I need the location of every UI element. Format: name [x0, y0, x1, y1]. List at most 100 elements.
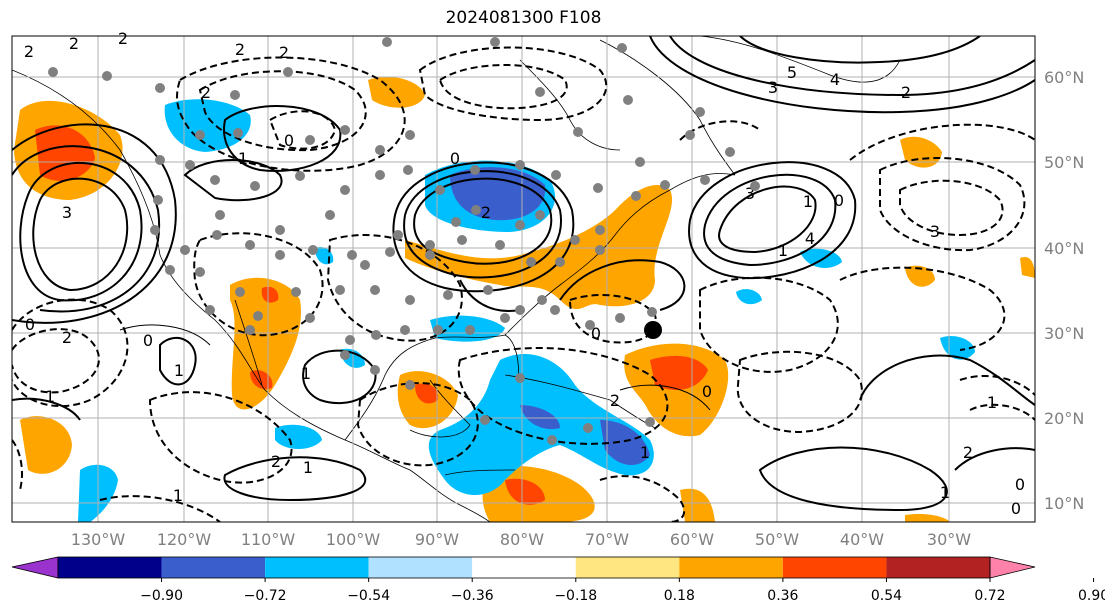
station-dot — [360, 260, 370, 270]
colorbar-tick-label: −0.72 — [244, 588, 287, 604]
contour-value-label: 0 — [1011, 499, 1021, 518]
station-dot — [573, 127, 583, 137]
station-dot — [537, 295, 547, 305]
station-dot — [435, 185, 445, 195]
latitude-label: 40°N — [1044, 239, 1084, 258]
shaded-anomalies — [14, 76, 1035, 522]
station-dot — [325, 210, 335, 220]
station-dot — [490, 37, 500, 47]
station-dot — [500, 313, 510, 323]
station-dot — [495, 240, 505, 250]
map-frame — [11, 35, 1036, 523]
station-dot — [483, 285, 493, 295]
station-dot — [250, 181, 260, 191]
station-dot — [595, 225, 605, 235]
station-dot — [393, 230, 403, 240]
station-dot — [631, 191, 641, 201]
colorbar-tick-label: −0.36 — [451, 588, 494, 604]
longitude-label: 30°W — [927, 530, 971, 549]
station-dot — [660, 180, 670, 190]
station-dot — [725, 147, 735, 157]
colorbar-extend-high — [989, 556, 1036, 579]
contour-value-label: 2 — [610, 391, 620, 410]
station-dot — [425, 240, 435, 250]
station-dot — [233, 128, 243, 138]
contour-value-label: 1 — [301, 364, 311, 383]
colorbar-tick-label: 0.36 — [767, 588, 798, 604]
station-dot — [371, 330, 381, 340]
station-dot — [275, 250, 285, 260]
longitude-label: 70°W — [585, 530, 629, 549]
colorbar-segment — [58, 557, 162, 578]
colorbar-tick-label: 0.72 — [974, 588, 1005, 604]
station-dot — [382, 37, 392, 47]
contour-value-label: 0 — [591, 324, 601, 343]
station-dot — [623, 95, 633, 105]
station-dot — [385, 247, 395, 257]
station-dot — [205, 305, 215, 315]
station-dot — [595, 245, 605, 255]
contour-value-label: 1 — [45, 387, 55, 406]
latitude-labels: 60°N 50°N 40°N 30°N 20°N 10°N — [1044, 68, 1084, 513]
contour-value-label: 2 — [69, 34, 79, 53]
station-dot — [535, 87, 545, 97]
station-dot — [185, 160, 195, 170]
station-dot — [443, 290, 453, 300]
storm-center-marker — [644, 321, 662, 339]
station-dot — [195, 130, 205, 140]
contour-value-label: 2 — [62, 328, 72, 347]
latitude-label: 10°N — [1044, 494, 1084, 513]
colorbar-tick-label: 0.90 — [1078, 588, 1105, 604]
station-dot — [235, 287, 245, 297]
longitude-label: 130°W — [71, 530, 126, 549]
station-dot — [245, 240, 255, 250]
station-dot — [700, 175, 710, 185]
station-dot — [555, 257, 565, 267]
station-dot — [370, 365, 380, 375]
station-dot — [347, 250, 357, 260]
station-dot — [645, 417, 655, 427]
station-dot — [547, 435, 557, 445]
colorbar-tick-labels: −0.90 −0.72 −0.54 −0.36 −0.18 0.18 0.36 0.54 0.7… — [140, 578, 1105, 604]
latitude-label: 50°N — [1044, 153, 1084, 172]
longitude-label: 60°W — [670, 530, 714, 549]
colorbar-segment — [575, 557, 680, 578]
longitude-label: 80°W — [500, 530, 544, 549]
station-dot — [375, 145, 385, 155]
colorbar-segment — [265, 557, 369, 578]
longitude-label: 110°W — [241, 530, 296, 549]
colorbar-segment — [782, 557, 887, 578]
contour-value-label: 3 — [62, 203, 72, 222]
station-dot — [230, 90, 240, 100]
station-dot — [570, 235, 580, 245]
contour-value-label: 1 — [238, 149, 248, 168]
contour-value-label: 0 — [1015, 475, 1025, 494]
station-dot — [515, 305, 525, 315]
contour-value-label: 1 — [778, 241, 788, 260]
graticule — [12, 36, 1035, 522]
contour-value-label: 2 — [279, 43, 289, 62]
station-dot — [647, 307, 657, 317]
station-dot — [583, 423, 593, 433]
station-dot — [345, 335, 355, 345]
thin-contours — [119, 324, 711, 411]
contour-value-label: 2 — [481, 203, 491, 222]
station-dot — [635, 157, 645, 167]
station-dot — [480, 415, 490, 425]
station-dot — [585, 320, 595, 330]
longitude-label: 120°W — [157, 530, 212, 549]
station-dot — [212, 230, 222, 240]
station-dot — [308, 245, 318, 255]
solid-contours — [12, 36, 1035, 512]
station-dot — [305, 313, 315, 323]
contour-value-label: 4 — [805, 229, 815, 248]
station-dot — [295, 171, 305, 181]
station-dot — [526, 257, 536, 267]
colorbar-segment — [368, 557, 473, 578]
station-dot — [150, 225, 160, 235]
station-dot — [283, 67, 293, 77]
contour-value-label: 1 — [940, 483, 950, 502]
station-dot — [405, 130, 415, 140]
